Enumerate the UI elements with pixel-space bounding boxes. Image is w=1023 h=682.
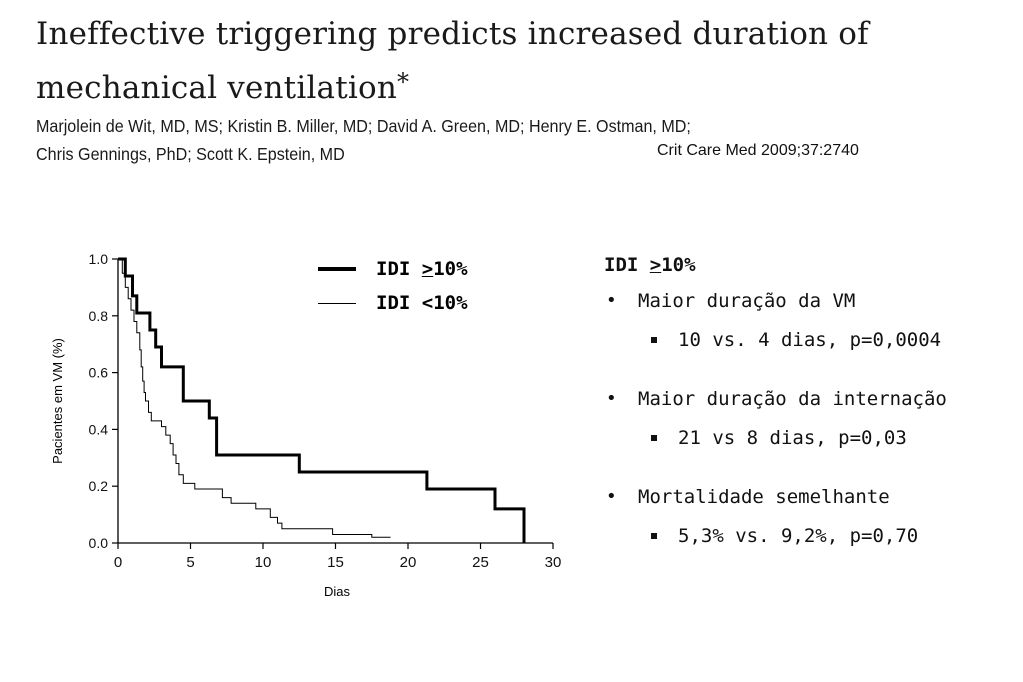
paper-title: Ineffective triggering predicts increase…	[36, 10, 1011, 112]
sub-bullet-item: 5,3% vs. 9,2%, p=0,70	[604, 516, 1004, 556]
chart-legend: IDI >10% IDI <10%	[318, 252, 468, 320]
author-list: Marjolein de Wit, MD, MS; Kristin B. Mil…	[36, 112, 864, 168]
y-axis-label: Pacientes em VM (%)	[50, 338, 65, 464]
y-tick-label: 1.0	[89, 251, 109, 267]
y-tick-label: 0.6	[89, 365, 109, 381]
bullet-item: • Mortalidade semelhante	[604, 478, 1004, 516]
series-line-low-idi	[118, 258, 391, 538]
series-line-high-idi	[118, 257, 526, 543]
x-tick-label: 30	[545, 554, 562, 571]
square-bullet-icon	[651, 435, 657, 441]
x-tick-label: 15	[327, 554, 344, 571]
summary-heading: IDI >10%	[604, 254, 696, 276]
legend-label-low: IDI <10%	[376, 292, 468, 314]
y-tick-label: 0.8	[89, 308, 109, 324]
legend-line-thick	[318, 267, 356, 271]
y-tick-label: 0.4	[89, 421, 109, 437]
x-tick-label: 25	[472, 554, 489, 571]
legend-item-high: IDI >10%	[318, 252, 468, 286]
legend-label-high: IDI >10%	[376, 258, 468, 280]
x-tick-label: 10	[255, 554, 272, 571]
x-tick-label: 20	[400, 554, 417, 571]
bullet-dot-icon: •	[606, 290, 617, 311]
authors-line-2: Chris Gennings, PhD; Scott K. Epstein, M…	[36, 144, 345, 164]
bullet-dot-icon: •	[606, 388, 617, 409]
title-footnote-mark: *	[397, 68, 410, 96]
x-tick-label: 0	[114, 554, 122, 571]
kaplan-meier-chart: 0 5 10 15 20 25 30 0.0 0.2 0.4 0.6 0.8 1.0 Dias Paci…	[50, 251, 562, 599]
y-tick-label: 0.2	[89, 478, 109, 494]
paper-title-text: Ineffective triggering predicts increase…	[36, 16, 869, 106]
bullet-item: • Maior duração da internação	[604, 380, 1004, 418]
sub-bullet-item: 10 vs. 4 dias, p=0,0004	[604, 320, 1004, 360]
findings-summary: IDI >10% • Maior duração da VM 10 vs. 4 d…	[604, 248, 1004, 556]
x-tick-label: 5	[186, 554, 194, 571]
authors-line-1: Marjolein de Wit, MD, MS; Kristin B. Mil…	[36, 116, 691, 136]
y-tick-label: 0.0	[89, 535, 109, 551]
chart-axes: 0 5 10 15 20 25 30 0.0 0.2 0.4 0.6 0.8 1.0	[89, 251, 562, 571]
chart-series	[118, 257, 526, 543]
bullet-dot-icon: •	[606, 486, 617, 507]
sub-bullet-item: 21 vs 8 dias, p=0,03	[604, 418, 1004, 458]
legend-item-low: IDI <10%	[318, 286, 468, 320]
x-axis-label: Dias	[324, 584, 351, 599]
journal-citation: Crit Care Med 2009;37:2740	[657, 142, 859, 159]
square-bullet-icon	[651, 337, 657, 343]
bullet-item: • Maior duração da VM	[604, 282, 1004, 320]
square-bullet-icon	[651, 533, 657, 539]
legend-line-thin	[318, 302, 356, 304]
